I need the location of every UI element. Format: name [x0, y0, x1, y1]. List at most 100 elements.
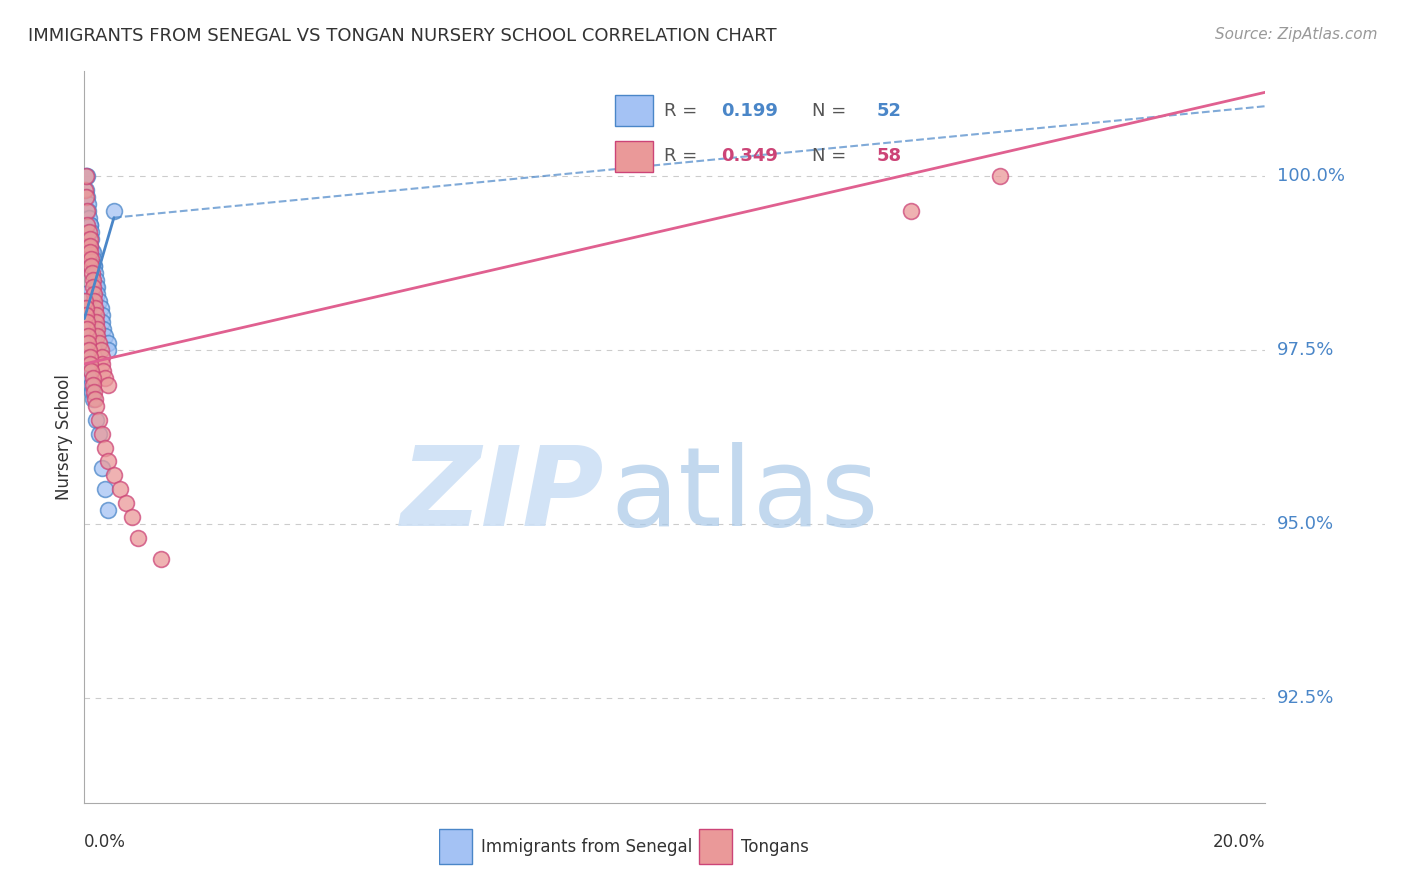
Point	[87, 336, 111, 351]
Point	[84, 412, 107, 426]
Point	[73, 183, 96, 197]
Point	[82, 392, 104, 406]
Point	[80, 225, 103, 239]
Point	[97, 377, 120, 392]
Point	[90, 301, 112, 316]
Point	[77, 343, 100, 357]
Point	[73, 294, 96, 309]
Point	[76, 322, 98, 336]
Point	[75, 183, 97, 197]
Point	[76, 169, 98, 183]
Point	[114, 496, 136, 510]
Point	[75, 322, 97, 336]
Point	[79, 238, 101, 252]
Point	[80, 245, 103, 260]
Point	[75, 169, 97, 183]
Text: IMMIGRANTS FROM SENEGAL VS TONGAN NURSERY SCHOOL CORRELATION CHART: IMMIGRANTS FROM SENEGAL VS TONGAN NURSER…	[28, 27, 776, 45]
Text: 20.0%: 20.0%	[1213, 833, 1265, 851]
Point	[77, 343, 100, 357]
Point	[91, 357, 114, 371]
Point	[84, 308, 107, 322]
Point	[79, 238, 101, 252]
Point	[84, 399, 107, 413]
Point	[79, 218, 101, 232]
Point	[91, 461, 114, 475]
Point	[94, 483, 117, 497]
Point	[91, 350, 114, 364]
Point	[84, 280, 107, 294]
Point	[90, 343, 112, 357]
Text: ZIP: ZIP	[401, 442, 605, 549]
Point	[121, 510, 143, 524]
Point	[82, 371, 104, 385]
Point	[73, 294, 96, 309]
Point	[77, 350, 100, 364]
Point	[108, 483, 131, 497]
Point	[91, 322, 114, 336]
Point	[103, 203, 125, 218]
Point	[127, 531, 149, 545]
Point	[77, 211, 100, 225]
Point	[79, 364, 101, 378]
Point	[82, 377, 104, 392]
Point	[97, 503, 120, 517]
Point	[80, 384, 103, 399]
Point	[83, 260, 105, 274]
Point	[94, 329, 117, 343]
Point	[77, 225, 100, 239]
Point	[75, 308, 97, 322]
Y-axis label: Nursery School: Nursery School	[55, 374, 73, 500]
Point	[83, 260, 105, 274]
Point	[75, 308, 97, 322]
Point	[79, 371, 101, 385]
Point	[150, 552, 173, 566]
Point	[77, 252, 100, 267]
Point	[84, 273, 107, 287]
Point	[82, 280, 104, 294]
Point	[76, 203, 98, 218]
Point	[80, 260, 103, 274]
Point	[73, 315, 96, 329]
Point	[75, 301, 97, 316]
Point	[82, 273, 104, 287]
Point	[77, 196, 100, 211]
Point	[79, 245, 101, 260]
Text: atlas: atlas	[610, 442, 879, 549]
Text: 0.0%: 0.0%	[84, 833, 127, 851]
Point	[82, 252, 104, 267]
Point	[91, 364, 114, 378]
Point	[87, 412, 111, 426]
Point	[84, 392, 107, 406]
Text: 100.0%: 100.0%	[1277, 167, 1344, 185]
Point	[988, 169, 1011, 183]
Point	[97, 336, 120, 351]
Point	[76, 315, 98, 329]
Point	[77, 238, 100, 252]
Text: 92.5%: 92.5%	[1277, 690, 1334, 707]
Point	[103, 468, 125, 483]
Point	[87, 294, 111, 309]
Point	[76, 218, 98, 232]
Point	[80, 252, 103, 267]
Point	[73, 287, 96, 301]
Point	[84, 301, 107, 316]
Point	[75, 190, 97, 204]
Point	[91, 308, 114, 322]
Point	[900, 203, 922, 218]
Point	[77, 336, 100, 351]
Point	[80, 364, 103, 378]
Point	[83, 294, 105, 309]
Point	[80, 266, 103, 280]
Point	[83, 384, 105, 399]
Text: 95.0%: 95.0%	[1277, 516, 1334, 533]
Point	[76, 329, 98, 343]
Point	[84, 266, 107, 280]
Point	[97, 343, 120, 357]
Point	[77, 203, 100, 218]
Point	[86, 322, 108, 336]
Point	[82, 245, 104, 260]
Point	[91, 426, 114, 441]
Point	[94, 441, 117, 455]
Point	[86, 329, 108, 343]
Point	[94, 371, 117, 385]
